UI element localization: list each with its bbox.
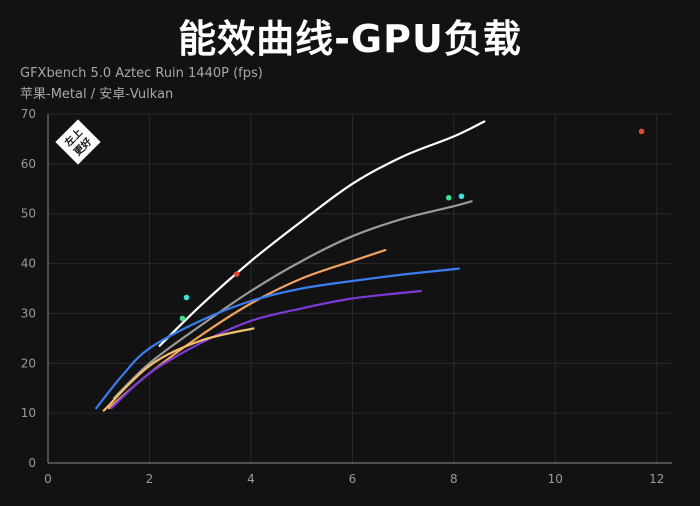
points-layer	[179, 128, 645, 322]
axis-layer: 0 10 20 30 40 50 60 70 0 2 4 6 8 10 12	[21, 107, 672, 486]
y-tick-label: 0	[28, 456, 36, 470]
data-point-2	[179, 315, 186, 322]
data-point-4	[445, 194, 452, 201]
y-tick-label: 40	[21, 257, 36, 271]
y-tick-label: 30	[21, 306, 36, 320]
chart-title: 能效曲线-GPU负载	[178, 17, 522, 61]
series-line-5	[110, 289, 422, 410]
chart-subtitle-api: 苹果-Metal / 安卓-Vulkan	[20, 87, 174, 102]
badge-background	[55, 119, 101, 165]
x-tick-label: 2	[146, 472, 154, 486]
data-point-3	[233, 271, 240, 277]
y-tick-label: 10	[21, 406, 36, 420]
series-line-6	[102, 327, 255, 412]
y-tick-label: 20	[21, 356, 36, 370]
better-top-left-badge: 左上 更好	[55, 119, 101, 165]
x-tick-label: 4	[247, 472, 255, 486]
series-line-2	[112, 200, 473, 400]
x-tick-label: 10	[548, 472, 563, 486]
y-tick-label: 70	[21, 107, 36, 121]
series-line-1	[158, 120, 486, 347]
y-tick-label: 60	[21, 157, 36, 171]
grid-layer	[48, 113, 672, 463]
series-line-4	[95, 267, 460, 410]
x-tick-label: 6	[349, 472, 357, 486]
x-tick-label: 0	[44, 472, 52, 486]
x-tick-label: 8	[450, 472, 458, 486]
series-layer	[95, 120, 486, 412]
data-point-6	[638, 128, 645, 135]
data-point-1	[183, 294, 190, 301]
data-point-5	[458, 193, 465, 200]
x-tick-label: 12	[649, 472, 664, 486]
y-tick-label: 50	[21, 207, 36, 221]
chart-subtitle-benchmark: GFXbench 5.0 Aztec Ruin 1440P (fps)	[20, 66, 263, 81]
